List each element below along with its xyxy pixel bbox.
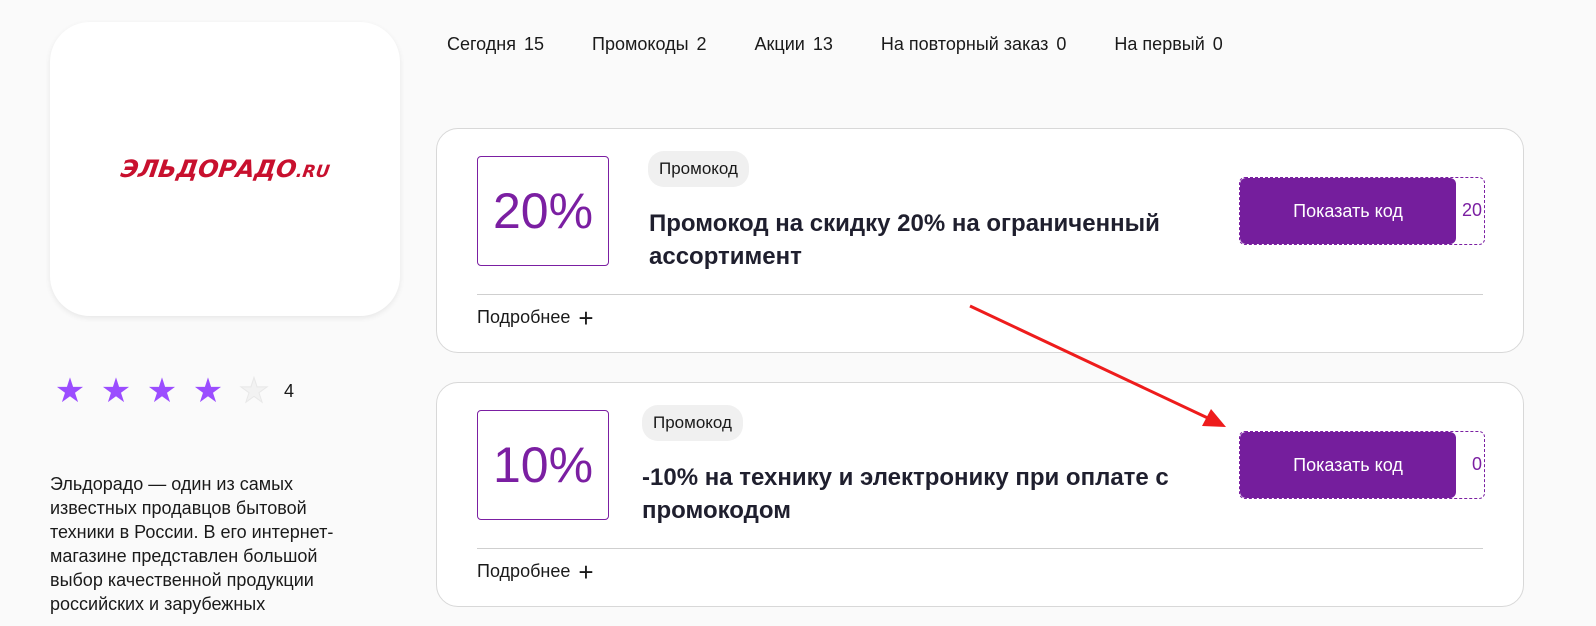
tab-repeat-order[interactable]: На повторный заказ 0 [880,34,1067,54]
rating-stars: ★ ★ ★ ★ ★ 4 [50,372,295,410]
offer-type-badge: Промокод [648,151,749,187]
promo-code-box[interactable]: 20 Показать код [1239,177,1485,245]
discount-value: 10% [477,410,609,520]
offer-title: Промокод на скидку 20% на ограниченный а… [649,210,1160,270]
discount-value: 20% [477,156,609,266]
offer-card: 20% Промокод Промокод на скидку 20% на о… [436,128,1524,353]
rating-value: 4 [284,380,295,401]
tab-today[interactable]: Сегодня 15 [447,34,545,54]
offer-card: 10% Промокод -10% на технику и электрони… [436,382,1524,607]
star-icon: ★ [54,372,86,410]
star-icon: ★ [100,372,132,410]
details-toggle[interactable]: Подробнее + [477,556,594,587]
offer-type-badge: Промокод [642,405,743,441]
promo-code-box[interactable]: 0 Показать код [1239,431,1485,499]
store-description: Эльдорадо — один из самых известных прод… [50,474,334,614]
code-peek: 0 [1471,454,1482,474]
plus-icon: + [578,302,594,333]
code-peek: 20 [1461,200,1482,220]
show-code-button[interactable]: Показать код [1240,432,1456,498]
show-code-button[interactable]: Показать код [1240,178,1456,244]
star-icon: ★ [192,372,224,410]
tab-deals[interactable]: Акции 13 [754,34,833,54]
tab-promocodes[interactable]: Промокоды 2 [592,34,707,54]
offer-title: -10% на технику и электронику при оплате… [642,464,1169,524]
divider [477,548,1483,549]
star-empty-icon: ★ [238,372,270,410]
details-toggle[interactable]: Подробнее + [477,302,594,333]
filter-tabs: Сегодня 15 Промокоды 2 Акции 13 На повторны… [447,34,1223,55]
star-icon: ★ [146,372,178,410]
tab-first-order[interactable]: На первый 0 [1114,34,1223,54]
store-logo-card: ЭЛЬДОРАДО.RU [50,22,400,316]
divider [477,294,1483,295]
plus-icon: + [578,556,594,587]
